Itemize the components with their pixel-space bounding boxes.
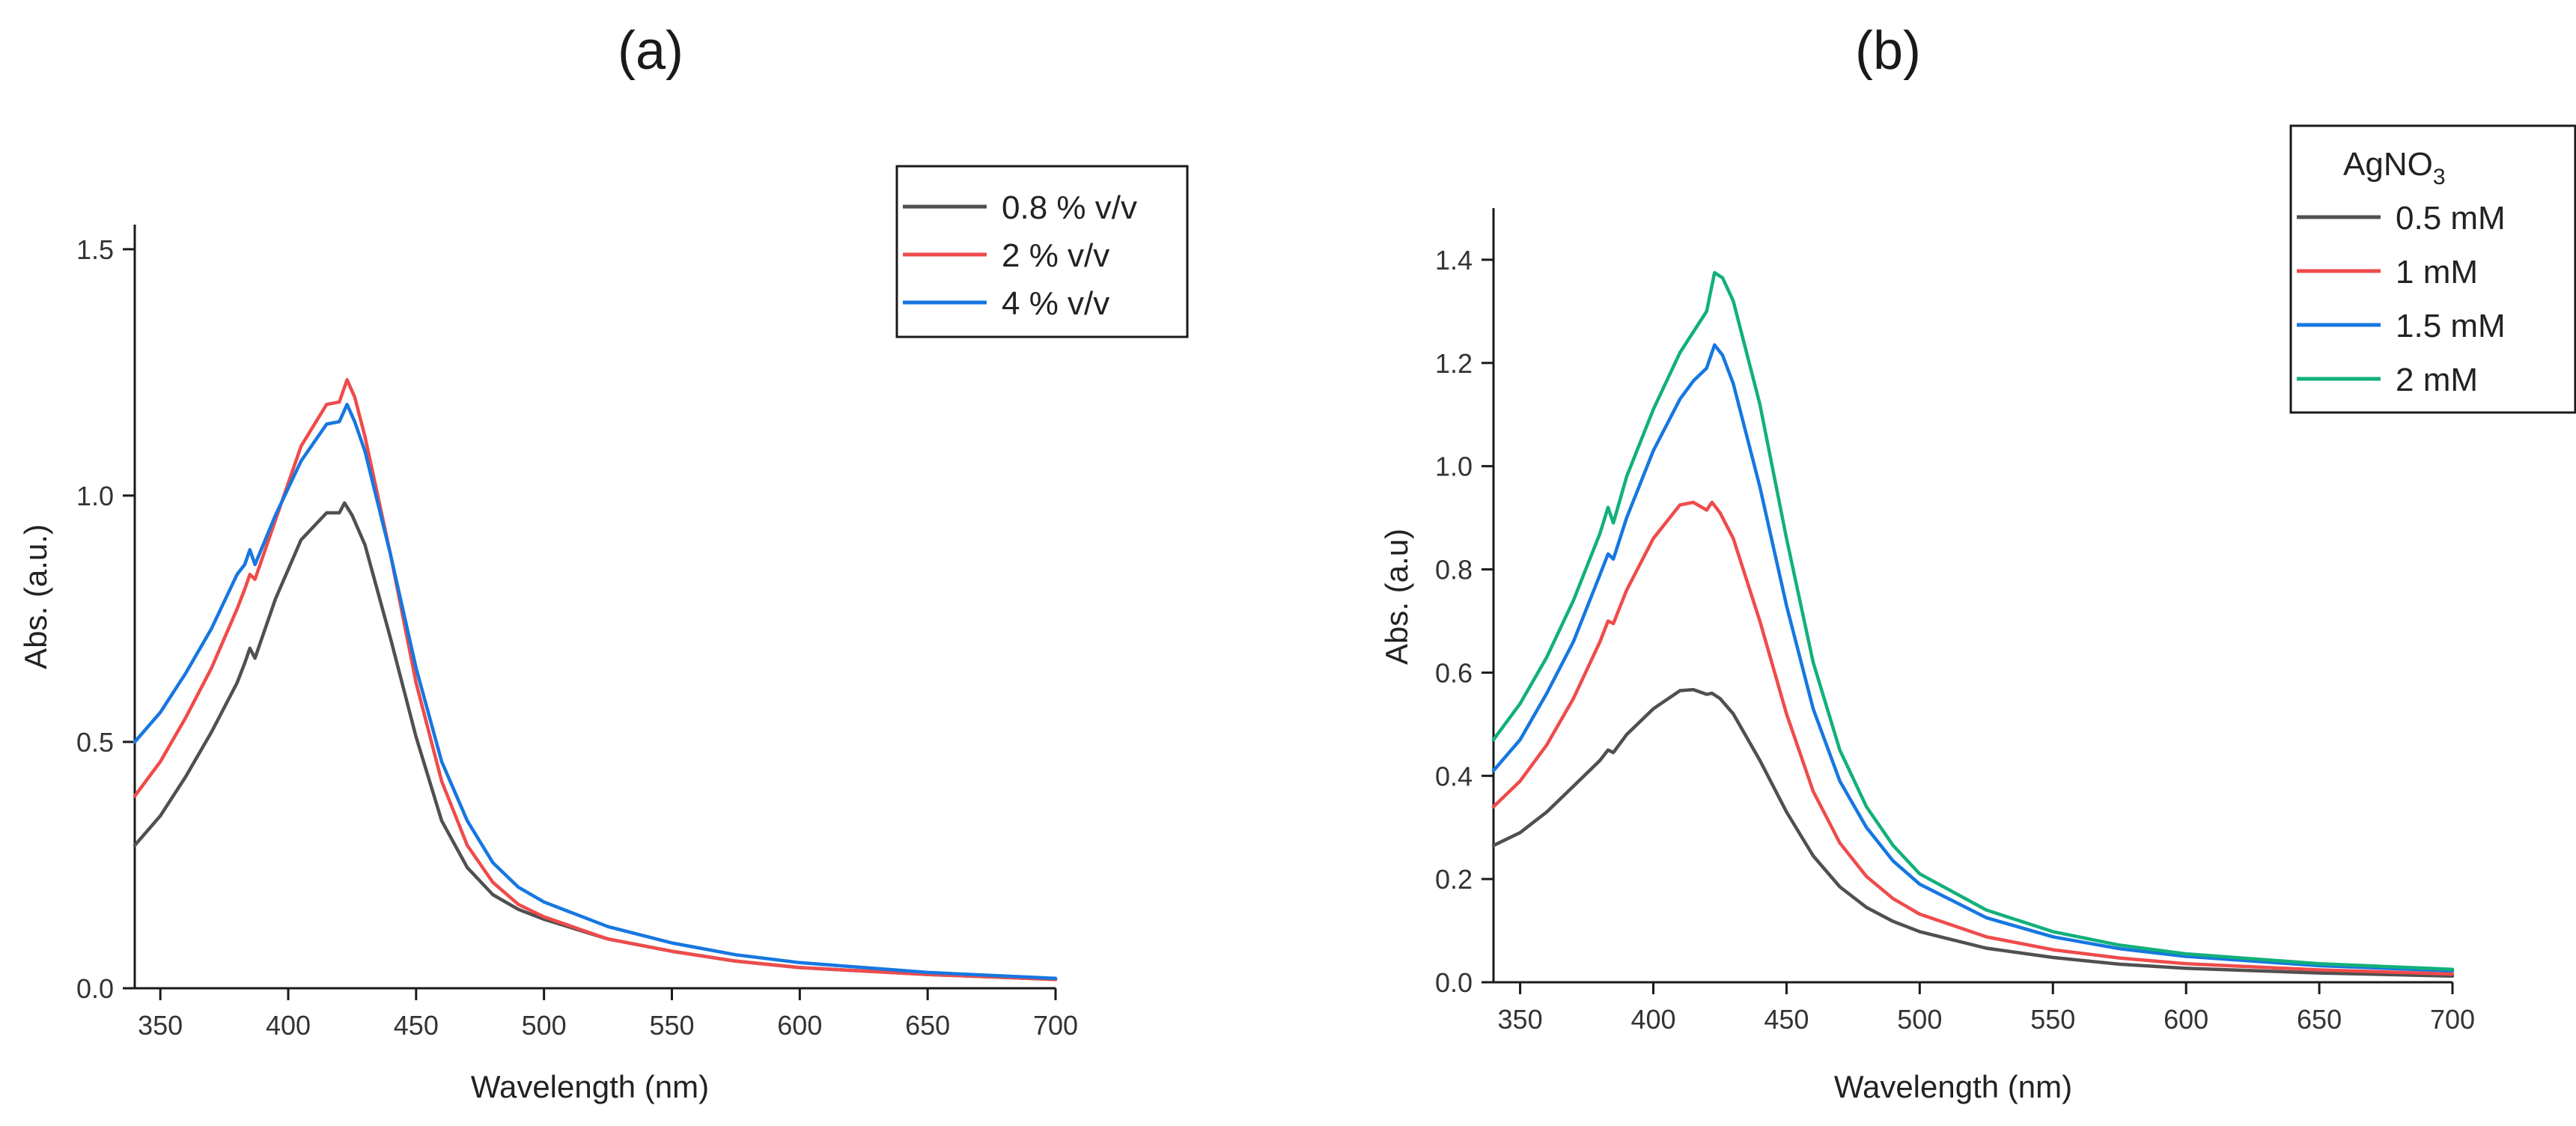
panel-a-y-tick-label: 1.5 [76,234,114,265]
panel-b-x-tick-label: 600 [2164,1004,2208,1035]
panel-a-x-tick-label: 550 [649,1010,694,1041]
panel-b-series-line [1491,343,2455,973]
panel-b-x-tick-label: 700 [2430,1004,2475,1035]
panel-b-y-tick-label: 1.2 [1435,348,1473,379]
panel-b-y-tick-label: 0.6 [1435,657,1473,688]
panel-b-legend: AgNO3 0.5 mM 1 mM 1.5 mM 2 mM [2289,124,2576,414]
panel-b-legend-label: 1 mM [2396,254,2478,290]
panel-a: (a) 350 400 450 500 550 600 650 700 0.0 0.5 1.0 1.5… [18,21,1189,1104]
panel-b-legend-title-subscript: 3 [2433,165,2446,189]
panel-a-y-tick-label: 0.0 [76,973,114,1004]
panel-a-x-tick-label: 450 [394,1010,439,1041]
panel-a-x-tick-label: 650 [905,1010,950,1041]
panel-a-y-axis-label: Abs. (a.u.) [18,524,53,669]
panel-b-x-axis-label: Wavelength (nm) [1834,1069,2072,1104]
panel-a-legend-label: 4 % v/v [1002,285,1109,322]
panel-a-legend-label: 2 % v/v [1002,237,1109,274]
panel-b-series-line [1491,270,2455,972]
panel-b-legend-label: 0.5 mM [2396,200,2506,237]
panel-b-legend-title: AgNO3 [2343,146,2446,189]
panel-a-x-tick-label: 400 [266,1010,311,1041]
panel-b-series-line [1491,500,2455,976]
panel-a-legend-box [895,165,1189,338]
panel-a-x-tick-label: 350 [138,1010,183,1041]
panel-b-y-axis-label: Abs. (a.u) [1379,529,1414,665]
panel-b-title: (b) [1855,21,1921,81]
panel-b-y-tick-label: 0.4 [1435,761,1473,791]
panel-b: (b) 350 400 450 500 550 600 650 700 0.0 0.2 0.4 0.6… [1379,21,2576,1104]
panel-a-y-tick-label: 0.5 [76,727,114,758]
panel-b-series-line [1491,687,2455,978]
panel-a-series-line [133,402,1058,981]
panel-b-y-tick-label: 0.8 [1435,555,1473,585]
panel-a-x-tick-label: 500 [522,1010,567,1041]
panel-b-legend-label: 2 mM [2396,362,2478,398]
panel-a-x-tick-label: 600 [777,1010,822,1041]
panel-b-x-tick-label: 650 [2297,1004,2342,1035]
panel-b-plot-area: 350 400 450 500 550 600 650 700 0.0 0.2 0.4 0.6 0.8 1… [1435,208,2475,1035]
panel-b-x-tick-label: 350 [1498,1004,1543,1035]
panel-b-y-tick-label: 0.2 [1435,864,1473,895]
panel-a-x-tick-label: 700 [1033,1010,1078,1041]
panel-a-y-tick-label: 1.0 [76,481,114,511]
panel-a-title: (a) [618,21,683,81]
panel-b-x-tick-label: 550 [2030,1004,2075,1035]
panel-b-legend-label: 1.5 mM [2396,308,2506,344]
panel-b-x-tick-label: 400 [1630,1004,1675,1035]
panel-a-series-line [133,501,1058,982]
panel-b-x-tick-label: 500 [1897,1004,1942,1035]
panel-b-y-tick-label: 1.0 [1435,451,1473,482]
panel-b-y-tick-label: 0.0 [1435,967,1473,998]
panel-a-plot-area: 350 400 450 500 550 600 650 700 0.0 0.5 1.0 1.5 [76,225,1078,1041]
panel-a-legend: 0.8 % v/v 2 % v/v 4 % v/v [895,165,1189,338]
panel-b-x-tick-label: 450 [1764,1004,1809,1035]
panel-a-legend-label: 0.8 % v/v [1002,189,1137,226]
panel-b-y-tick-label: 1.4 [1435,245,1473,276]
panel-a-series-line [133,378,1058,982]
panel-a-x-axis-label: Wavelength (nm) [471,1069,709,1104]
